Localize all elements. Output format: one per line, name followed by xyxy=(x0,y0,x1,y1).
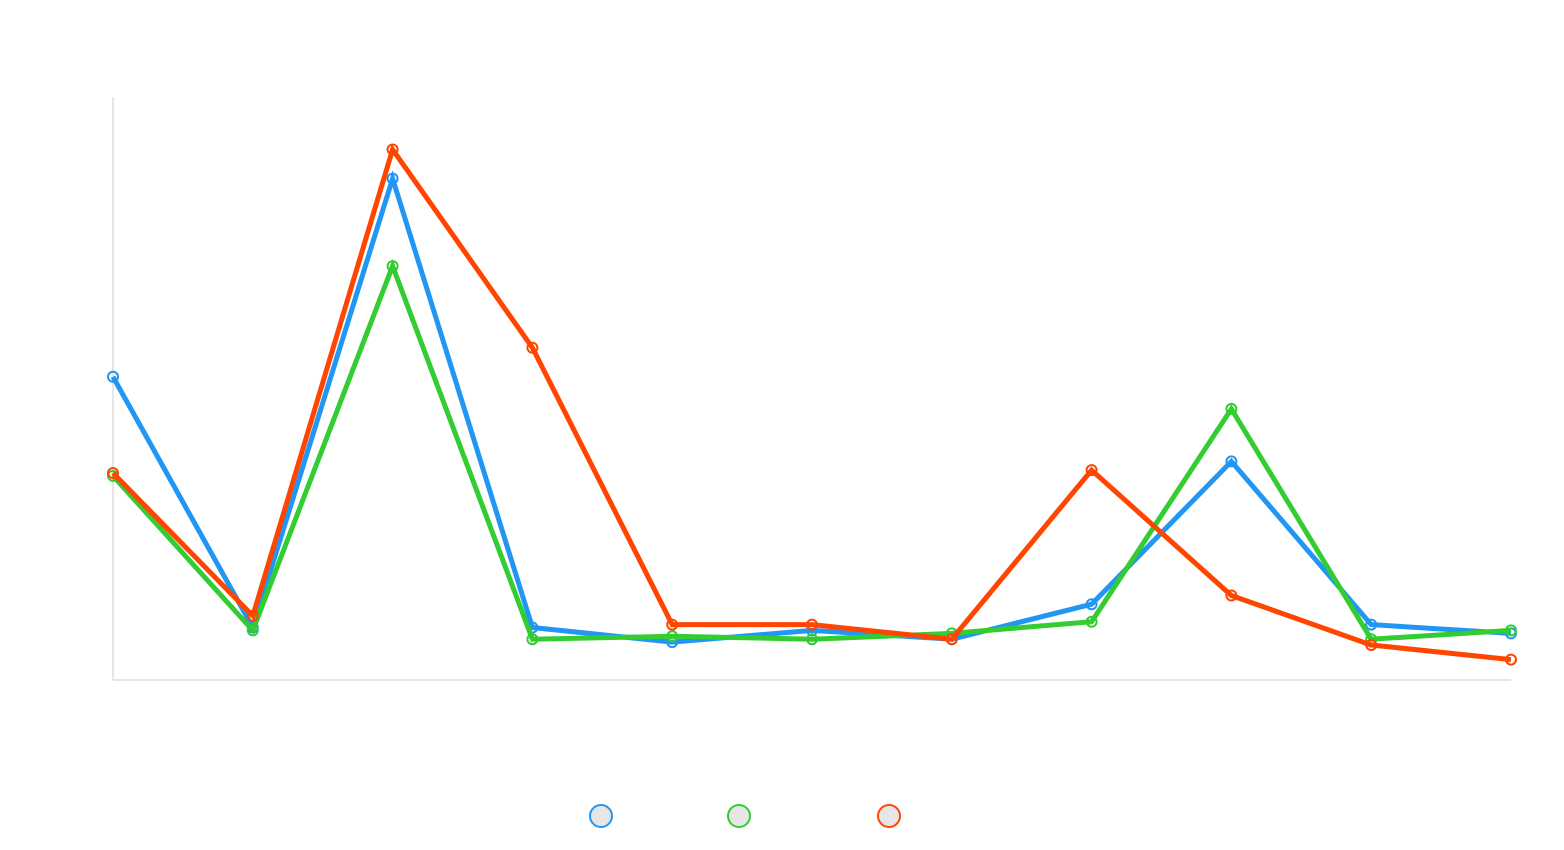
series-2-point[interactable] xyxy=(1225,402,1238,415)
series-2-point[interactable] xyxy=(806,633,818,646)
series-3-point[interactable] xyxy=(526,341,539,354)
series-3 xyxy=(107,143,1517,666)
series-3-point[interactable] xyxy=(945,633,958,646)
series-1-point[interactable] xyxy=(1085,598,1098,611)
legend xyxy=(589,804,901,828)
legend-marker xyxy=(727,804,751,828)
series-2-point[interactable] xyxy=(246,624,259,637)
series-1-point[interactable] xyxy=(1225,455,1238,468)
series-2-line xyxy=(111,259,1512,642)
series-2-point[interactable] xyxy=(666,630,679,643)
legend-item-1[interactable] xyxy=(589,804,613,828)
series-3-point[interactable] xyxy=(1225,589,1238,602)
series-3-point[interactable] xyxy=(1505,653,1517,666)
series-3-point[interactable] xyxy=(386,143,399,156)
series-2-point[interactable] xyxy=(386,260,399,273)
series-2-point[interactable] xyxy=(526,633,539,646)
series-3-point[interactable] xyxy=(1085,464,1098,477)
legend-marker xyxy=(877,804,901,828)
series-3-point[interactable] xyxy=(107,467,119,479)
series-3-point[interactable] xyxy=(806,618,818,631)
series-1-point[interactable] xyxy=(386,172,399,185)
series-3-point[interactable] xyxy=(1365,639,1378,651)
series-1 xyxy=(107,170,1517,649)
legend-item-3[interactable] xyxy=(877,804,901,828)
series-2-point[interactable] xyxy=(1505,624,1517,637)
series-1-point[interactable] xyxy=(107,370,119,383)
series-2 xyxy=(107,259,1517,646)
series-3-point[interactable] xyxy=(246,609,259,622)
series-2-point[interactable] xyxy=(1085,615,1098,628)
series-layer xyxy=(107,143,1517,666)
legend-item-2[interactable] xyxy=(727,804,751,828)
series-3-line xyxy=(111,143,1512,663)
series-1-line xyxy=(110,170,1512,645)
legend-marker xyxy=(589,804,613,828)
series-1-point[interactable] xyxy=(1365,618,1378,631)
series-3-point[interactable] xyxy=(666,618,679,631)
